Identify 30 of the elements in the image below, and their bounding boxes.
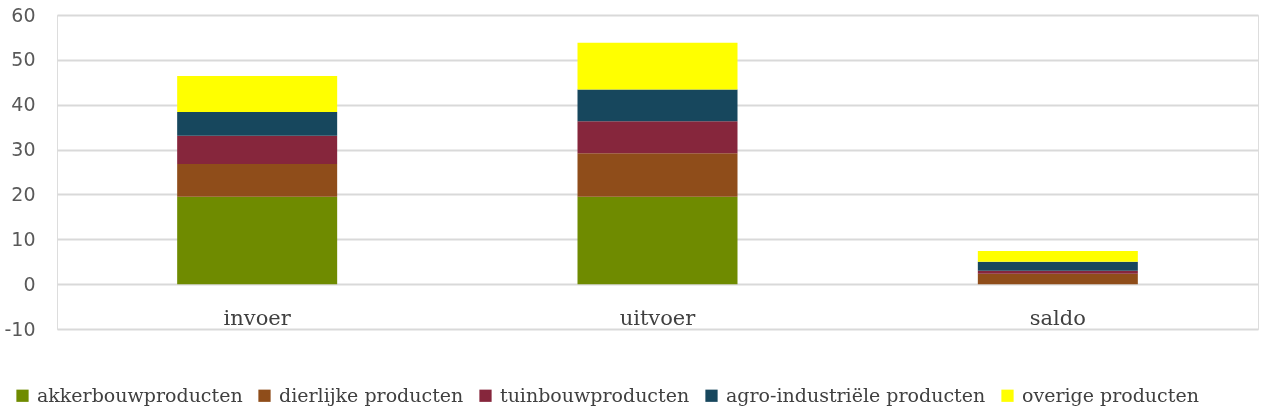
y-tick-label: 10 [11,227,36,250]
bar [577,153,738,197]
legend-label: agro-industriële producten [726,383,986,406]
bar [977,270,1138,274]
y-tick-label: 20 [11,182,36,205]
bar [977,273,1138,285]
bar [177,76,338,112]
legend-label: overige producten [1022,383,1199,406]
legend-label: dierlijke producten [279,383,464,406]
bar [177,196,338,285]
x-tick-label: invoer [223,305,292,330]
x-tick-label: uitvoer [619,305,697,330]
bar [577,42,738,90]
bar [977,261,1138,271]
y-tick-label: 40 [11,93,36,116]
y-tick-label: 0 [23,272,36,295]
y-tick-label: 30 [11,138,36,161]
bar [577,196,738,285]
bar [177,163,338,197]
bar [177,111,338,136]
y-tick-label: 50 [11,48,36,71]
y-tick-label: 60 [11,3,36,26]
bar [577,89,738,122]
y-tick-label: -10 [4,317,36,340]
bar [577,121,738,154]
x-tick-label: saldo [1029,305,1086,330]
legend-label: akkerbouwproducten [37,383,243,406]
legend-label: tuinbouwproducten [500,383,690,406]
bar [177,135,338,164]
bar [977,250,1138,262]
